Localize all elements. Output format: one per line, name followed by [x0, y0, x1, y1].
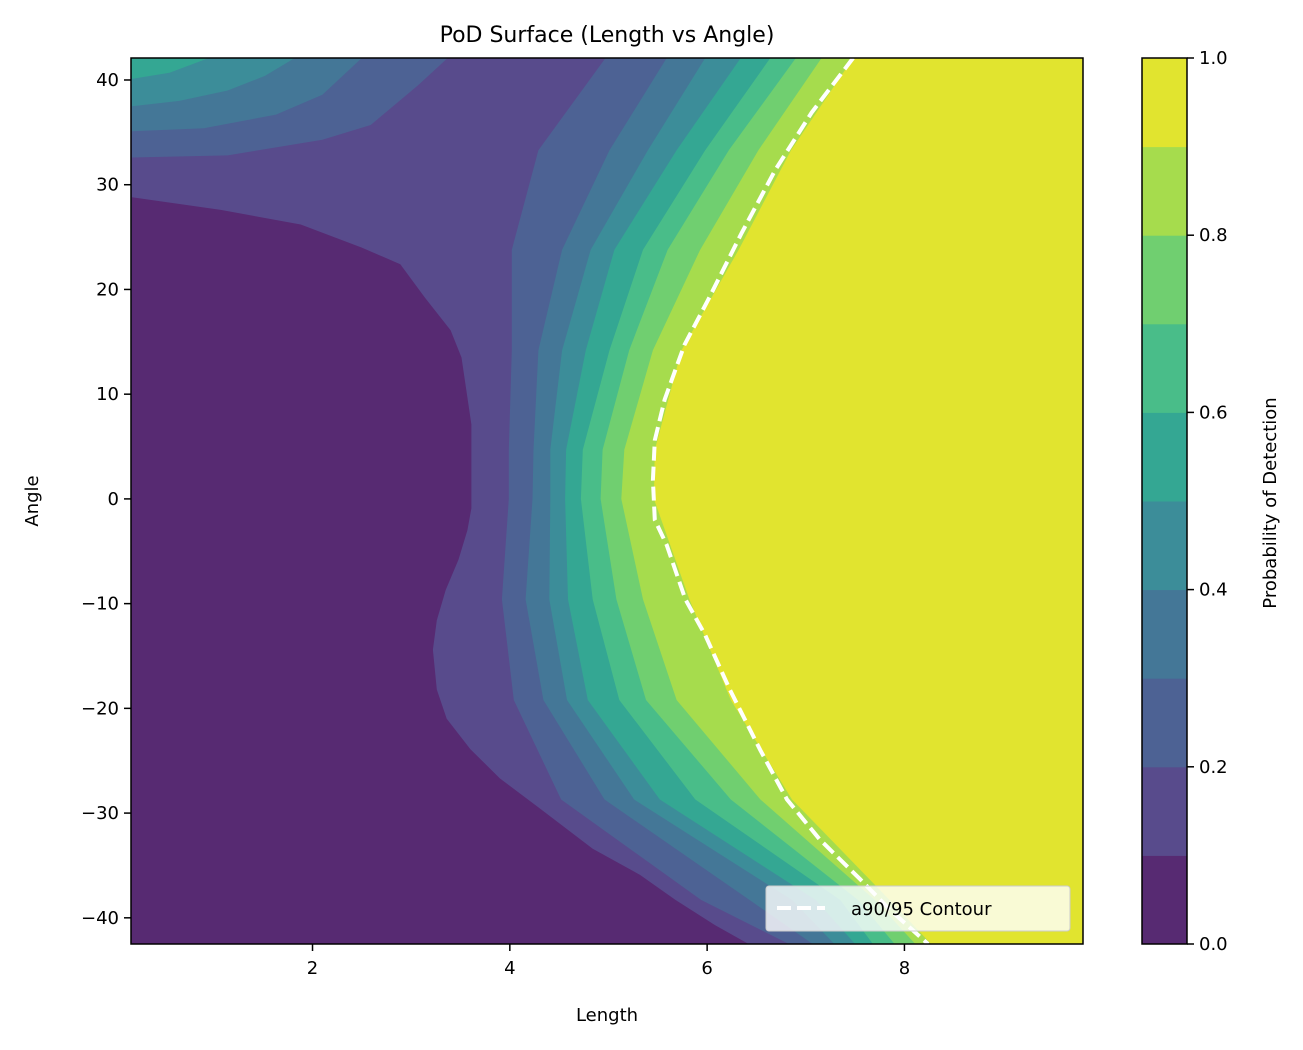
colorbar-band-0.8: [1142, 146, 1187, 236]
colorbar-tick-label: 0.4: [1199, 580, 1228, 601]
colorbar-band-0.9: [1142, 58, 1187, 148]
colorbar-frame: [1141, 57, 1188, 945]
colorbar-label: Probability of Detection: [1260, 397, 1281, 608]
colorbar-band-0.2: [1142, 678, 1187, 768]
x-tick-label: 8: [899, 958, 910, 979]
contour-band-0.0-0.1: [131, 197, 749, 945]
y-tick-label: 20: [96, 279, 119, 300]
colorbar-band-0.5: [1142, 412, 1187, 502]
colorbar: [1142, 58, 1187, 945]
y-tick-label: 0: [108, 489, 119, 510]
y-tick-label: −20: [81, 698, 119, 719]
y-axis-label: Angle: [22, 475, 43, 526]
y-tick-label: 40: [96, 70, 119, 91]
x-axis-label: Length: [576, 1005, 638, 1026]
plot-area: [131, 56, 1083, 946]
x-tick-label: 2: [307, 958, 318, 979]
plot-frame: [130, 57, 1084, 945]
x-axis: 2 4 6 8: [307, 944, 910, 979]
x-tick-label: 4: [504, 958, 515, 979]
colorbar-tick-label: 0.0: [1199, 934, 1228, 955]
colorbar-band-0.1: [1142, 766, 1187, 856]
colorbar-tick-label: 0.8: [1199, 225, 1228, 246]
colorbar-band-0.3: [1142, 589, 1187, 679]
contour-level-0.9: [653, 58, 1083, 944]
chart-title: PoD Surface (Length vs Angle): [440, 23, 775, 48]
colorbar-tick-label: 0.6: [1199, 402, 1228, 423]
y-tick-label: −40: [81, 908, 119, 929]
colorbar-band-0.7: [1142, 235, 1187, 325]
y-tick-label: 10: [96, 384, 119, 405]
a90-95-contour-line: [650, 56, 930, 946]
contour-corner-level-0.5: [131, 58, 209, 79]
x-tick-label: 6: [701, 958, 712, 979]
y-tick-label: 30: [96, 175, 119, 196]
y-axis: 40 30 20 10 0 −10 −20 −30 −40: [81, 70, 131, 929]
colorbar-band-0.6: [1142, 323, 1187, 413]
legend-box: [765, 885, 1071, 932]
colorbar-ticks: 0.0 0.2 0.4 0.6 0.8 1.0: [1187, 48, 1228, 955]
y-tick-label: −30: [81, 803, 119, 824]
colorbar-band-0: [1142, 855, 1187, 945]
colorbar-band-0.4: [1142, 501, 1187, 591]
legend-label: a90/95 Contour: [851, 899, 992, 920]
colorbar-tick-label: 1.0: [1199, 48, 1228, 69]
legend: a90/95 Contour: [765, 885, 1071, 932]
y-tick-label: −10: [81, 594, 119, 615]
colorbar-tick-label: 0.2: [1199, 757, 1228, 778]
